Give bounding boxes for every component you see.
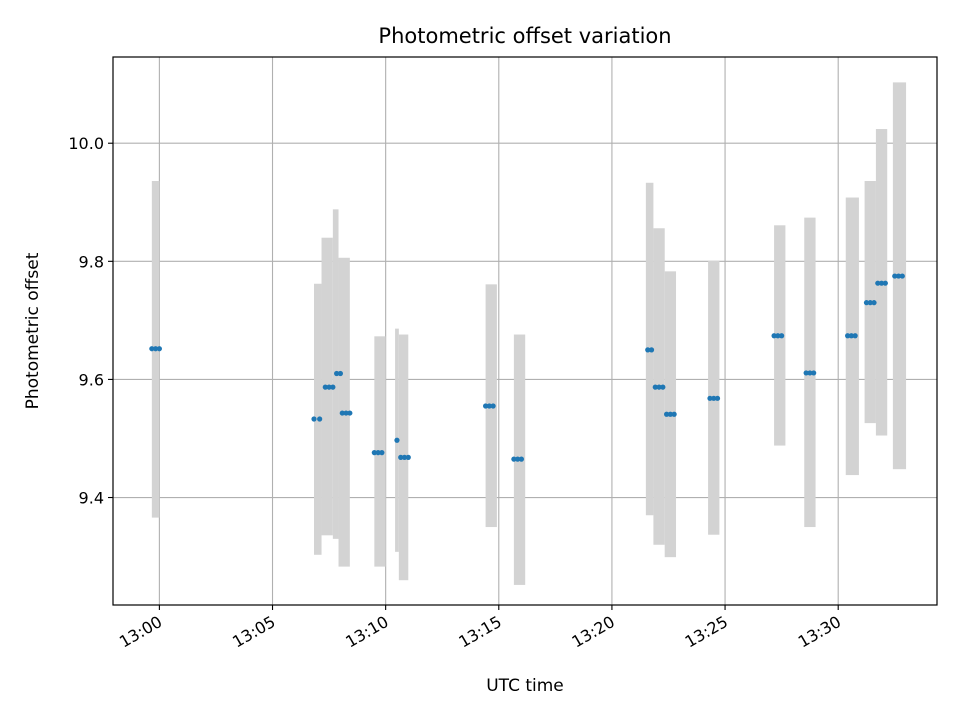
plot-frame [112,56,938,606]
data-points [149,273,905,462]
data-point [863,300,870,306]
data-point [878,280,885,286]
data-point [486,403,492,409]
data-point [775,333,781,339]
data-point [667,411,673,417]
data-point [882,280,888,286]
data-point [405,454,411,460]
data-point [867,300,873,306]
chart-title: Photometric offset variation [378,24,671,48]
y-axis-label: Photometric offset [23,252,43,409]
data-point [807,370,813,376]
data-point [848,333,854,339]
data-point [326,384,332,390]
data-point [871,300,877,306]
data-point [330,384,336,390]
data-point [899,273,905,279]
data-point [707,395,713,401]
data-point [645,347,651,353]
data-point [371,450,377,456]
data-point [339,410,345,416]
data-point [895,273,902,279]
data-point [875,280,881,286]
data-point [398,454,404,460]
data-point [337,370,344,377]
data-point [375,450,381,456]
data-point [334,370,340,377]
data-point [515,456,521,462]
data-point [648,347,655,353]
data-point [664,411,670,417]
data-point [343,410,349,416]
data-point [714,395,721,401]
data-point [660,384,666,390]
data-point [779,333,785,339]
data-point [322,384,328,390]
data-point [711,395,717,401]
data-point [317,416,323,422]
data-point [671,411,677,417]
x-axis-label: UTC time [486,676,564,696]
data-point [852,333,858,339]
y-tick-label: 9.4 [79,489,104,508]
data-point [482,403,489,409]
data-point [156,346,162,352]
data-point [311,416,317,422]
data-point [803,370,809,376]
data-point [394,437,400,443]
data-point [771,333,777,339]
data-point [511,456,517,462]
data-point [518,456,525,462]
data-point [811,370,817,376]
data-point [347,410,353,416]
data-point [652,384,658,390]
y-tick-label: 10.0 [68,134,104,153]
data-point [892,273,898,279]
data-point [401,454,408,460]
data-point [153,346,159,352]
data-point [656,384,662,390]
data-point [379,450,385,456]
data-point [149,346,155,352]
data-point [490,403,496,409]
y-tick-label: 9.6 [79,370,104,389]
data-point [845,333,851,339]
y-tick-label: 9.8 [79,252,104,271]
